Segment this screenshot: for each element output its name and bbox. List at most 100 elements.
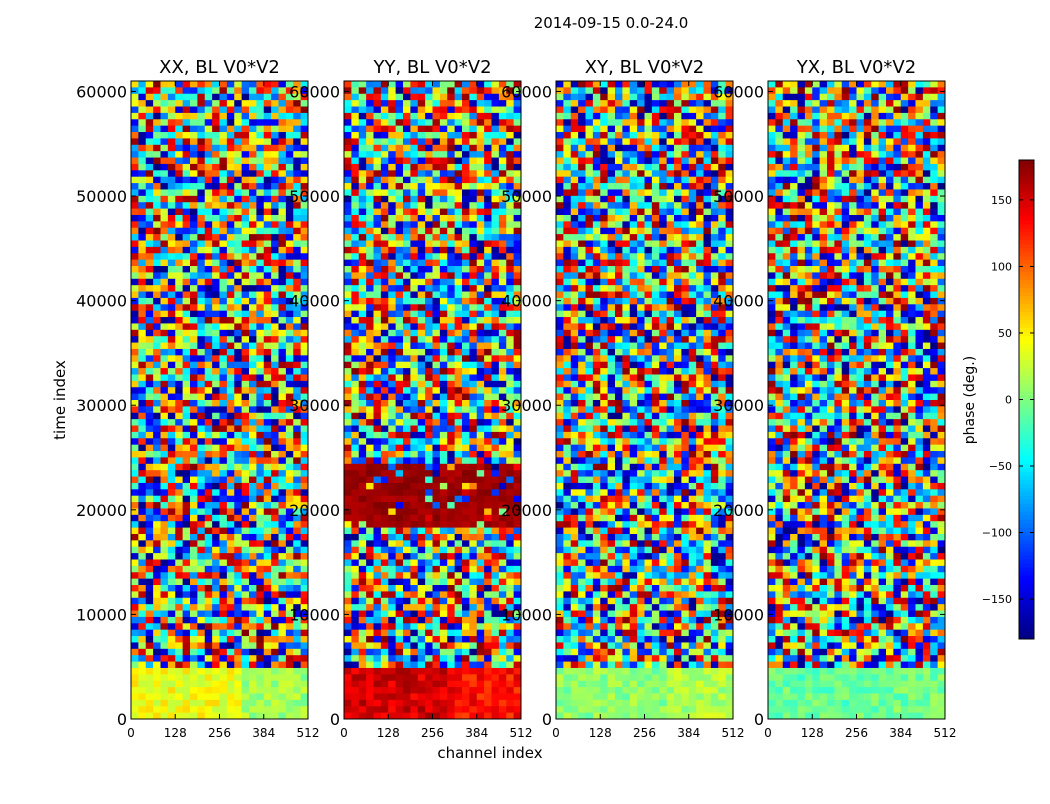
heatmap-cell (425, 630, 433, 637)
heatmap-cell (403, 674, 411, 681)
heatmap-cell (242, 266, 250, 273)
heatmap-cell (455, 202, 463, 209)
heatmap-cell (279, 540, 287, 547)
heatmap-cell (264, 438, 272, 445)
heatmap-cell (351, 253, 359, 260)
heatmap-cell (264, 681, 272, 688)
heatmap-cell (477, 674, 485, 681)
heatmap-cell (477, 534, 485, 541)
heatmap-cell (455, 330, 463, 337)
heatmap-cell (138, 457, 146, 464)
heatmap-cell (433, 674, 441, 681)
heatmap-cell (183, 336, 191, 343)
heatmap-cell (168, 604, 176, 611)
heatmap-cell (175, 540, 183, 547)
heatmap-cell (447, 241, 455, 248)
heatmap-cell (301, 566, 309, 573)
heatmap-cell (440, 406, 448, 413)
heatmap-cell (205, 119, 213, 126)
heatmap-cell (264, 713, 272, 720)
heatmap-cell (410, 81, 418, 88)
heatmap-cell (131, 336, 139, 343)
heatmap-cell (227, 655, 235, 662)
heatmap-cell (242, 572, 250, 579)
heatmap-cell (418, 713, 426, 720)
heatmap-cell (271, 400, 279, 407)
heatmap-cell (351, 272, 359, 279)
heatmap-cell (256, 445, 264, 452)
heatmap-cell (447, 419, 455, 426)
heatmap-cell (271, 234, 279, 241)
heatmap-cell (492, 693, 500, 700)
heatmap-cell (514, 221, 522, 228)
heatmap-cell (484, 132, 492, 139)
heatmap-cell (366, 292, 374, 299)
heatmap-cell (227, 483, 235, 490)
heatmap-cell (374, 413, 382, 420)
heatmap-cell (279, 362, 287, 369)
heatmap-cell (396, 419, 404, 426)
heatmap-cell (374, 674, 382, 681)
y-tick-label: 50000 (289, 187, 340, 206)
heatmap-cell (418, 279, 426, 286)
heatmap-cell (514, 164, 522, 171)
heatmap-cell (242, 94, 250, 101)
heatmap-cell (499, 132, 507, 139)
heatmap-cell (366, 604, 374, 611)
heatmap-cell (344, 107, 352, 114)
heatmap-cell (433, 413, 441, 420)
heatmap-cell (205, 355, 213, 362)
heatmap-cell (381, 693, 389, 700)
heatmap-cell (234, 560, 242, 567)
heatmap-cell (506, 241, 514, 248)
heatmap-cell (293, 221, 301, 228)
heatmap-cell (168, 317, 176, 324)
heatmap-cell (279, 636, 287, 643)
heatmap-cell (514, 368, 522, 375)
heatmap-cell (249, 528, 257, 535)
heatmap-cell (447, 298, 455, 305)
heatmap-cell (293, 636, 301, 643)
heatmap-cell (242, 196, 250, 203)
heatmap-cell (492, 540, 500, 547)
heatmap-cell (410, 438, 418, 445)
heatmap-cell (279, 126, 287, 133)
heatmap-cell (499, 470, 507, 477)
heatmap-cell (410, 298, 418, 305)
heatmap-cell (153, 87, 161, 94)
heatmap-cell (161, 477, 169, 484)
heatmap-cell (403, 221, 411, 228)
heatmap-cell (637, 87, 645, 94)
heatmap-cell (293, 349, 301, 356)
heatmap-cell (600, 87, 608, 94)
heatmap-cell (447, 674, 455, 681)
heatmap-cell (388, 362, 396, 369)
heatmap-cell (492, 630, 500, 637)
heatmap-cell (477, 260, 485, 267)
heatmap-cell (366, 266, 374, 273)
heatmap-cell (183, 540, 191, 547)
heatmap-cell (447, 196, 455, 203)
heatmap-cell (227, 87, 235, 94)
heatmap-cell (469, 126, 477, 133)
heatmap-cell (205, 515, 213, 522)
heatmap-cell (279, 100, 287, 107)
heatmap-cell (220, 496, 228, 503)
heatmap-cell (286, 145, 294, 152)
heatmap-cell (374, 158, 382, 165)
heatmap-cell (418, 170, 426, 177)
heatmap-cell (440, 630, 448, 637)
heatmap-cell (286, 528, 294, 535)
heatmap-cell (514, 177, 522, 184)
heatmap-cell (578, 100, 586, 107)
heatmap-cell (168, 362, 176, 369)
heatmap-cell (381, 183, 389, 190)
heatmap-cell (138, 374, 146, 381)
heatmap-cell (381, 464, 389, 471)
heatmap-cell (388, 330, 396, 337)
heatmap-cell (227, 477, 235, 484)
heatmap-cell (146, 693, 154, 700)
heatmap-cell (447, 381, 455, 388)
heatmap-cell (227, 553, 235, 560)
heatmap-cell (234, 432, 242, 439)
